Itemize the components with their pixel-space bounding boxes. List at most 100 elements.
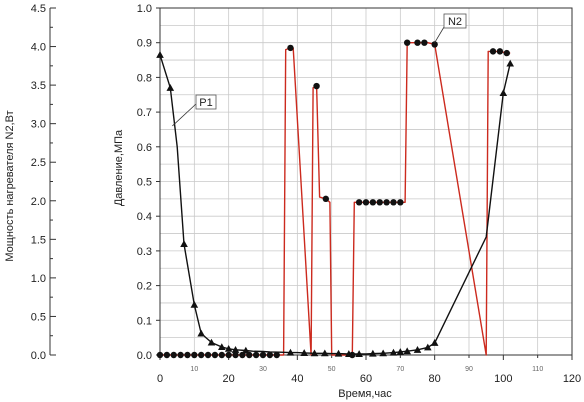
data-point-n2	[355, 199, 363, 206]
data-point-n2	[421, 39, 428, 46]
x-tick-label: 20	[223, 373, 235, 385]
data-point-p1	[321, 349, 329, 357]
data-point-p1	[242, 346, 250, 354]
left-tick-label: 2.0	[31, 196, 46, 208]
data-point-p1	[430, 339, 439, 346]
right-tick-label: 0.7	[137, 107, 152, 119]
data-point-n2	[287, 44, 294, 52]
right-tick-label: 1.0	[137, 3, 152, 15]
right-tick-label: 0.9	[137, 38, 152, 50]
x-minor-tick-label: 110	[532, 366, 543, 373]
left-y-axis: 0.0 0.5 1.0 1.5 2.0 2.5 3.0 3.5 4.0 4.5	[31, 3, 56, 362]
x-tick-label: 0	[157, 373, 163, 385]
x-tick-label: 60	[360, 373, 372, 385]
data-point-n2	[376, 199, 383, 206]
data-point-n2	[313, 82, 320, 90]
left-tick-label: 1.0	[31, 273, 46, 285]
x-minor-tick-label: 70	[396, 366, 404, 373]
data-point-n2	[489, 48, 497, 55]
data-point-p1	[389, 348, 398, 356]
right-y-axis: 0.0 0.1 0.2 0.3 0.4 0.5 0.6 0.7 0.8 0.9 1.0	[137, 3, 160, 362]
data-point-n2	[156, 351, 164, 359]
grid	[160, 8, 572, 355]
right-tick-label: 0.0	[137, 350, 152, 362]
data-point-n2	[246, 351, 253, 359]
data-point-n2	[191, 351, 198, 359]
right-tick-label: 0.5	[137, 177, 152, 189]
series-layer	[156, 39, 514, 359]
data-point-n2	[414, 39, 421, 46]
data-point-p1	[180, 240, 188, 247]
data-point-n2	[503, 49, 510, 57]
right-tick-label: 0.1	[137, 315, 152, 327]
x-minor-tick-label: 10	[190, 366, 198, 373]
p1-callout-leader	[172, 103, 197, 127]
right-y-axis-title: Давление,МПа	[113, 129, 125, 206]
data-point-n2	[266, 351, 274, 359]
x-tick-label: 100	[494, 373, 512, 385]
data-point-p1	[310, 349, 319, 357]
data-point-p1	[334, 349, 343, 357]
data-point-p1	[396, 348, 405, 355]
data-point-p1	[413, 345, 422, 353]
data-point-n2	[496, 48, 504, 55]
data-point-n2	[198, 351, 205, 359]
data-point-p1	[190, 300, 199, 308]
data-point-n2	[322, 195, 330, 203]
x-axis: 0 20 40 60 80 100 120 10 30 50 70 90 110	[157, 355, 581, 385]
data-point-n2	[225, 351, 232, 359]
data-point-n2	[273, 351, 280, 359]
data-point-n2	[349, 351, 356, 359]
left-tick-label: 3.0	[31, 119, 46, 131]
right-tick-label: 0.4	[137, 211, 152, 223]
data-point-n2	[259, 351, 267, 359]
data-point-n2	[163, 351, 171, 359]
data-point-p1	[499, 89, 508, 97]
data-point-n2	[177, 351, 184, 359]
x-minor-tick-label: 90	[465, 366, 473, 373]
data-point-n2	[218, 351, 225, 359]
right-tick-label: 0.6	[137, 142, 152, 154]
data-point-p1	[300, 349, 308, 356]
left-tick-label: 2.5	[31, 157, 46, 169]
data-point-p1	[403, 347, 411, 355]
data-point-n2	[204, 351, 212, 359]
data-point-n2	[239, 351, 246, 359]
left-tick-label: 0.0	[31, 350, 46, 362]
x-tick-label: 80	[429, 373, 441, 385]
data-point-p1	[355, 350, 363, 357]
data-point-n2	[369, 199, 377, 206]
left-y-axis-title: Мощность нагревателя N2,Вт	[4, 110, 16, 261]
data-point-n2	[383, 199, 390, 206]
n2-callout-label: N2	[448, 16, 462, 28]
series-callouts: P1 N2	[172, 13, 467, 127]
data-point-n2	[404, 39, 411, 46]
data-point-p1	[197, 329, 205, 337]
data-point-n2	[397, 199, 404, 206]
x-minor-tick-label: 50	[328, 366, 336, 373]
data-point-n2	[390, 199, 397, 206]
data-point-n2	[252, 351, 260, 359]
left-tick-label: 1.5	[31, 234, 46, 246]
x-axis-title: Время,час	[338, 388, 392, 400]
data-point-p1	[166, 84, 175, 91]
data-point-p1	[286, 348, 295, 356]
x-tick-label: 40	[291, 373, 303, 385]
data-point-n2	[232, 351, 239, 359]
x-minor-tick-label: 30	[259, 366, 267, 373]
data-point-p1	[369, 349, 377, 357]
data-point-p1	[506, 59, 514, 67]
left-tick-label: 0.5	[31, 311, 46, 323]
data-point-p1	[218, 343, 226, 351]
left-tick-label: 4.0	[31, 42, 46, 54]
x-tick-label: 120	[563, 373, 581, 385]
data-point-p1	[231, 345, 240, 353]
right-tick-label: 0.2	[137, 281, 152, 293]
data-point-n2	[362, 199, 370, 206]
left-tick-label: 4.5	[31, 3, 46, 15]
data-point-n2	[184, 351, 191, 359]
p1-callout-label: P1	[199, 97, 212, 109]
data-point-n2	[170, 351, 177, 359]
data-point-n2	[211, 351, 219, 359]
